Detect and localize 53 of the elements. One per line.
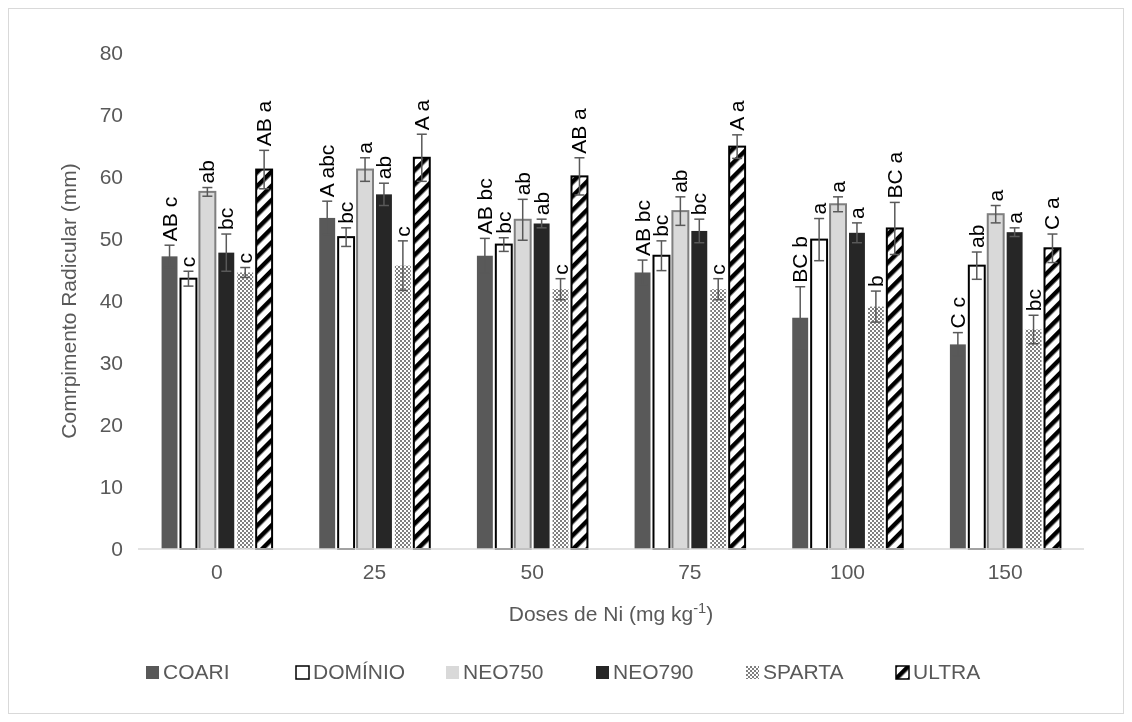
legend-label: NEO750 [463,660,544,683]
legend-label: ULTRA [913,660,981,683]
x-tick-label: 100 [829,560,866,583]
y-tick-label: 50 [99,227,123,251]
x-tick-label: 75 [678,560,702,583]
data-label: c [176,256,200,268]
data-label: bc [687,192,711,216]
data-label: a [353,141,377,154]
data-label: ab [668,169,692,193]
y-tick-label: 60 [99,165,123,189]
y-tick-label: 10 [99,475,123,499]
y-axis-title: Comrpimento Radicular (mm) [57,163,80,439]
data-label: BC a [882,151,906,199]
legend-label: COARI [163,660,230,683]
y-tick-label: 0 [111,537,123,561]
data-label: A a [725,100,749,131]
data-label: ab [195,160,219,184]
data-label: BC b [788,236,812,283]
data-label: A a [409,99,433,131]
y-tick-label: 30 [99,351,123,375]
data-label: a [807,202,831,215]
data-label: a [983,189,1007,202]
data-label: a [826,180,850,193]
data-label: A abc [315,144,339,198]
data-label: C a [1040,197,1064,231]
data-label: c [233,253,257,264]
x-axis-title: Doses de Ni (mg kg$^{-1}$) [508,600,714,625]
legend-label: SPARTA [763,660,844,683]
data-label: a [1002,211,1026,224]
y-tick-label: 40 [99,289,123,313]
data-label: c [548,264,572,275]
x-tick-label: 50 [520,560,544,583]
data-label: C c [945,297,969,329]
data-label: AB c [157,196,181,242]
legend-label: DOMÍNIO [313,660,406,683]
y-tick-label: 20 [99,413,123,437]
y-tick-label: 70 [99,103,123,127]
y-tick-label: 80 [99,41,123,65]
data-label: bc [1021,289,1045,312]
data-label: bc [334,201,358,224]
data-label: c [706,264,730,275]
data-label: AB a [252,100,276,147]
data-label: a [844,206,868,219]
data-label: c [390,226,414,237]
data-label: ab [371,155,395,180]
x-tick-label: 0 [210,560,223,583]
data-label: bc [214,207,238,231]
legend-label: NEO790 [613,660,694,683]
x-tick-label: 25 [362,560,387,583]
data-label: b [863,275,887,288]
x-tick-label: 150 [987,560,1023,583]
data-label: ab [964,224,988,249]
data-label: AB a [567,107,591,154]
